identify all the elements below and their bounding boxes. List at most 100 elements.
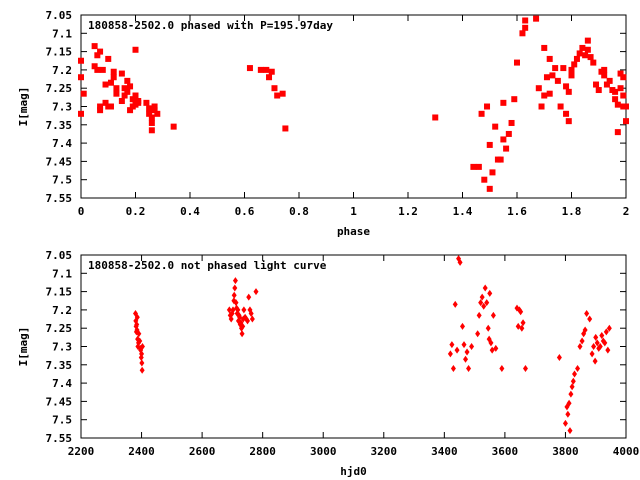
unphased-data-point bbox=[454, 346, 460, 354]
unphased-data-point bbox=[137, 337, 143, 345]
phased-data-point bbox=[617, 85, 624, 92]
unphased-plot-title: 180858-2502.0 not phased light curve bbox=[88, 259, 327, 272]
phased-data-point bbox=[593, 81, 600, 88]
unphased-data-point bbox=[231, 291, 237, 299]
unphased-data-point bbox=[584, 310, 590, 318]
unphased-x-tick-label: 3200 bbox=[371, 445, 398, 458]
unphased-y-tick-label: 7.15 bbox=[46, 286, 73, 299]
unphased-data-point bbox=[572, 370, 578, 378]
phased-data-point bbox=[146, 105, 153, 112]
unphased-data-point bbox=[519, 324, 525, 332]
phased-x-tick-label: 0.2 bbox=[126, 205, 146, 218]
unphased-data-point bbox=[469, 343, 475, 350]
unphased-x-tick-label: 2800 bbox=[249, 445, 276, 458]
phased-data-point bbox=[563, 110, 570, 117]
unphased-data-point bbox=[605, 346, 611, 354]
phased-data-point bbox=[148, 127, 155, 134]
phased-data-point bbox=[541, 92, 548, 99]
unphased-data-point bbox=[591, 343, 597, 350]
unphased-data-point bbox=[594, 339, 600, 347]
phased-data-point bbox=[97, 48, 104, 55]
phased-data-point bbox=[492, 123, 499, 130]
phased-data-point bbox=[538, 103, 545, 110]
phased-data-point bbox=[573, 55, 580, 62]
unphased-data-point bbox=[589, 350, 595, 358]
phased-data-point bbox=[151, 103, 158, 110]
phased-data-point bbox=[603, 81, 610, 88]
unphased-data-point bbox=[139, 343, 145, 350]
unphased-data-point bbox=[136, 330, 142, 338]
phased-x-tick-label: 0 bbox=[78, 205, 85, 218]
unphased-x-tick-label: 3000 bbox=[310, 445, 337, 458]
phased-data-point bbox=[614, 129, 621, 136]
phased-data-point bbox=[601, 72, 608, 79]
phased-data-point bbox=[271, 85, 278, 92]
phased-axis-ticks: 0 0.2 0.4 0.6 0.8 1 1.2 1.4 1.6 1.8 2 7.05 7.1 7.15 7.… bbox=[46, 9, 630, 218]
phased-y-tick-label: 7.45 bbox=[46, 155, 73, 168]
unphased-data-point bbox=[566, 399, 572, 407]
phased-y-tick-label: 7.2 bbox=[52, 64, 72, 77]
phased-data-point bbox=[102, 81, 109, 88]
phased-data-point bbox=[612, 88, 619, 95]
phased-data-point bbox=[568, 72, 575, 79]
phased-data-point bbox=[110, 68, 117, 75]
phased-data-point bbox=[505, 130, 512, 137]
unphased-data-point bbox=[248, 310, 254, 318]
unphased-data-point bbox=[577, 343, 583, 350]
phased-data-point bbox=[470, 163, 477, 170]
phased-data-point bbox=[78, 57, 84, 64]
phased-data-points bbox=[78, 15, 629, 192]
unphased-data-point bbox=[139, 366, 145, 374]
phased-data-point bbox=[121, 85, 128, 92]
unphased-data-point bbox=[134, 321, 140, 329]
unphased-data-point bbox=[139, 350, 145, 358]
phased-data-point bbox=[500, 136, 507, 143]
phased-data-point bbox=[606, 77, 613, 84]
phased-data-point bbox=[94, 52, 101, 59]
phased-data-point bbox=[533, 15, 540, 22]
phased-data-point bbox=[246, 65, 253, 72]
phased-data-point bbox=[584, 46, 591, 53]
phased-data-point bbox=[121, 92, 128, 99]
phased-data-point bbox=[623, 118, 629, 125]
unphased-data-point bbox=[481, 302, 487, 310]
unphased-y-tick-label: 7.3 bbox=[52, 341, 72, 354]
unphased-data-point bbox=[565, 410, 571, 418]
unphased-data-point bbox=[447, 350, 453, 358]
unphased-data-point bbox=[484, 299, 490, 307]
phased-data-point bbox=[105, 55, 112, 62]
unphased-data-point bbox=[487, 289, 493, 297]
unphased-y-tick-label: 7.25 bbox=[46, 322, 73, 335]
unphased-y-tick-label: 7.05 bbox=[46, 249, 73, 262]
unphased-x-tick-label: 2200 bbox=[68, 445, 95, 458]
phased-y-tick-label: 7.05 bbox=[46, 9, 73, 22]
unphased-data-point bbox=[449, 341, 455, 349]
phased-data-point bbox=[500, 99, 507, 106]
phased-data-point bbox=[582, 52, 589, 59]
phased-data-point bbox=[546, 90, 553, 97]
phased-data-point bbox=[590, 59, 597, 66]
phased-data-point bbox=[620, 92, 627, 99]
phased-y-tick-label: 7.25 bbox=[46, 82, 73, 95]
phased-data-point bbox=[522, 24, 529, 31]
phased-x-tick-label: 1.6 bbox=[507, 205, 527, 218]
unphased-data-point bbox=[245, 317, 251, 325]
phased-y-axis-label: I[mag] bbox=[17, 87, 30, 127]
unphased-data-point bbox=[592, 357, 598, 365]
unphased-data-point bbox=[478, 299, 484, 307]
phased-data-point bbox=[481, 176, 488, 183]
unphased-data-point bbox=[485, 324, 491, 332]
phased-data-point bbox=[565, 118, 572, 125]
phased-plot-title: 180858-2502.0 phased with P=195.97day bbox=[88, 19, 333, 32]
phased-data-point bbox=[514, 59, 520, 66]
phased-data-point bbox=[124, 88, 131, 95]
unphased-x-tick-label: 2600 bbox=[189, 445, 216, 458]
unphased-x-axis-label: hjd0 bbox=[340, 465, 367, 478]
unphased-data-point bbox=[240, 322, 246, 330]
phased-data-point bbox=[154, 110, 161, 117]
unphased-data-point bbox=[476, 311, 482, 319]
phased-data-point bbox=[511, 96, 518, 103]
phased-data-point bbox=[268, 68, 275, 75]
unphased-data-point bbox=[603, 328, 609, 336]
unphased-data-point bbox=[568, 390, 574, 398]
